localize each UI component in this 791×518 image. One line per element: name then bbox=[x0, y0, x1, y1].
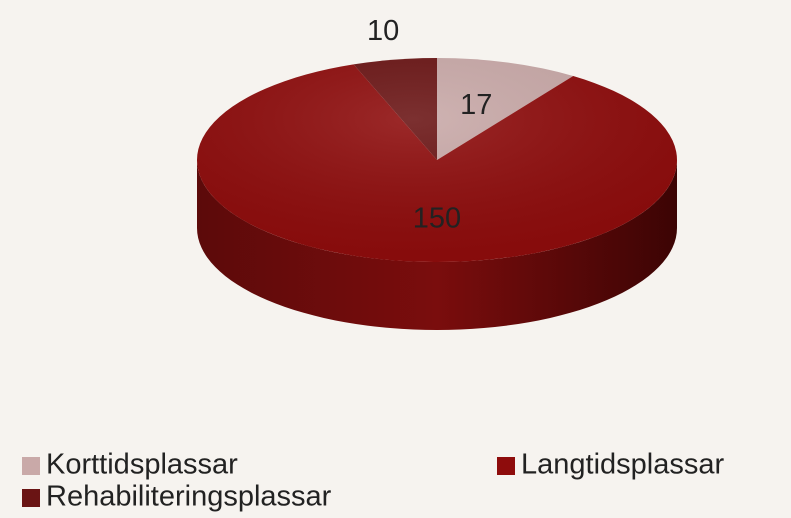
data-label: 17 bbox=[460, 89, 492, 121]
legend-swatch bbox=[22, 489, 40, 507]
labels: 17 150 10 bbox=[367, 15, 492, 235]
legend-swatch bbox=[497, 457, 515, 475]
legend: Korttidsplassar Langtidsplassar Rehabilite… bbox=[22, 449, 724, 513]
legend-label: Rehabiliteringsplassar bbox=[46, 481, 332, 513]
data-label: 10 bbox=[367, 15, 399, 47]
pie-side bbox=[197, 160, 677, 330]
legend-swatch bbox=[22, 457, 40, 475]
legend-label: Korttidsplassar bbox=[46, 449, 238, 481]
legend-label: Langtidsplassar bbox=[521, 449, 724, 481]
data-label: 150 bbox=[413, 203, 461, 235]
